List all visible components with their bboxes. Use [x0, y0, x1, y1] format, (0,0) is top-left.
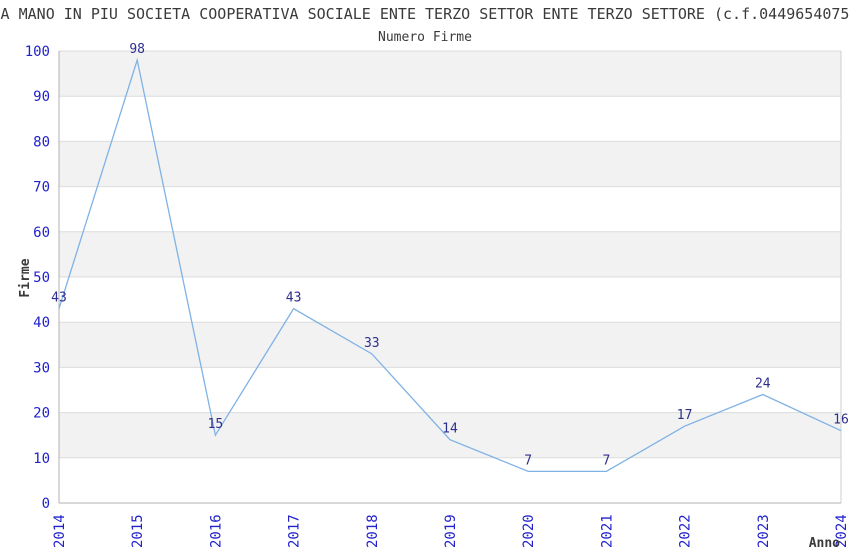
data-label: 43: [286, 291, 302, 306]
x-tick-label: 2022: [678, 514, 694, 548]
y-tick-label: 60: [33, 225, 50, 241]
y-tick-label: 10: [33, 451, 50, 467]
data-label: 43: [51, 291, 67, 306]
y-tick-label: 80: [33, 134, 50, 150]
chart-subtitle: Numero Firme: [378, 30, 472, 45]
plot-band: [59, 412, 841, 458]
x-tick-label: 2015: [130, 514, 146, 548]
data-label: 7: [602, 453, 610, 468]
x-tick-label: 2019: [443, 514, 459, 548]
data-label: 98: [129, 42, 145, 57]
plot-band: [59, 51, 841, 97]
y-tick-label: 30: [33, 360, 50, 376]
series-line-firme: [58, 57, 842, 473]
y-tick-label: 90: [33, 89, 50, 105]
data-labels: 43 98 15 43 33 14 7 7 17 24 16: [51, 42, 849, 468]
y-tick-label: 40: [33, 315, 50, 331]
plot-band: [59, 96, 841, 142]
plot-band: [59, 367, 841, 413]
x-tick-label: 2020: [521, 514, 537, 548]
data-label: 14: [442, 422, 458, 437]
y-tick-label: 100: [25, 44, 50, 60]
x-tick-label: 2018: [365, 514, 381, 548]
data-label: 16: [833, 413, 849, 428]
x-tick-label: 2021: [599, 514, 615, 548]
y-axis-label: Firme: [18, 258, 33, 297]
data-label: 24: [755, 377, 771, 392]
data-label: 15: [208, 417, 224, 432]
x-tick-label: 2023: [756, 514, 772, 548]
y-tick-label: 70: [33, 180, 50, 196]
plot-band: [59, 457, 841, 503]
plot-border: [58, 51, 842, 504]
series-group: [58, 57, 842, 473]
plot-band: [59, 186, 841, 232]
plot-band: [59, 141, 841, 187]
y-tick-label: 20: [33, 406, 50, 422]
x-tick-label: 2014: [52, 514, 68, 548]
y-tick-label: 0: [42, 496, 50, 512]
plot-band: [59, 277, 841, 323]
y-tick-label: 50: [33, 270, 50, 286]
data-label: 7: [524, 453, 532, 468]
x-axis-label: Anno: [809, 536, 840, 550]
x-tick-label: 2017: [287, 514, 303, 548]
plot-band: [59, 322, 841, 368]
plot-band: [59, 231, 841, 277]
data-label: 33: [364, 336, 380, 351]
x-tick-label: 2024: [834, 514, 850, 548]
chart-title: NA MANO IN PIU SOCIETA COOPERATIVA SOCIA…: [0, 5, 850, 23]
x-tick-label: 2016: [208, 514, 224, 548]
tick-labels: 0 10 20 30 40 50 60 70 80 90 100 2014 2015 2016 2017 20…: [25, 44, 850, 548]
plot-bands: [59, 51, 841, 503]
data-label: 17: [677, 408, 693, 423]
